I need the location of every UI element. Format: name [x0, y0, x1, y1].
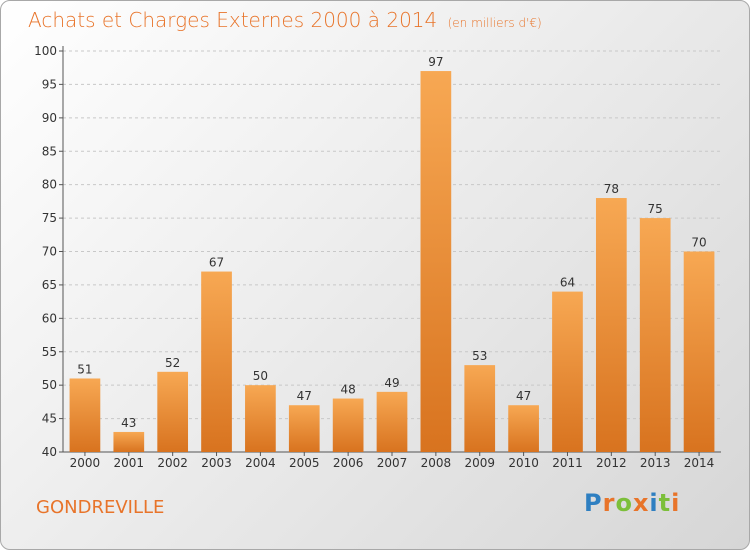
logo-letter: o	[615, 489, 633, 517]
chart-title-text: Achats et Charges Externes 2000 à 2014	[28, 8, 438, 32]
x-tick-label: 2014	[684, 456, 715, 470]
x-tick-label: 2009	[464, 456, 495, 470]
x-tick-label: 2006	[333, 456, 364, 470]
logo-letter: r	[602, 489, 616, 517]
data-label: 51	[77, 362, 92, 376]
y-tick-label: 40	[42, 445, 57, 459]
data-label: 70	[691, 236, 706, 250]
logo-letter: i	[671, 489, 681, 517]
y-tick-label: 70	[42, 245, 57, 259]
y-tick-label: 85	[42, 144, 57, 158]
x-tick-label: 2012	[596, 456, 627, 470]
bar	[464, 365, 496, 452]
bar	[639, 218, 671, 452]
data-label: 49	[384, 376, 399, 390]
logo-letter: i	[649, 489, 659, 517]
y-tick-label: 50	[42, 378, 57, 392]
bar	[376, 391, 408, 452]
x-tick-label: 2011	[552, 456, 583, 470]
place-name: GONDREVILLE	[36, 497, 165, 518]
bar	[201, 271, 232, 452]
bar	[508, 405, 539, 452]
y-tick-label: 55	[42, 345, 57, 359]
data-label: 43	[121, 416, 136, 430]
data-label: 53	[472, 349, 487, 363]
y-tick-label: 45	[42, 412, 57, 426]
chart-title: Achats et Charges Externes 2000 à 2014 (…	[28, 8, 542, 32]
data-label: 52	[165, 356, 180, 370]
y-tick-label: 80	[42, 178, 57, 192]
y-tick-label: 60	[42, 311, 57, 325]
x-tick-label: 2002	[157, 456, 188, 470]
data-label: 67	[209, 256, 224, 270]
bar	[113, 431, 145, 452]
labels: 40 45 50 55 60 65 70 75 80 85 90 95 100 51 2000 43 2001 5…	[34, 44, 714, 470]
y-tick-label: 65	[42, 278, 57, 292]
bar	[69, 378, 101, 452]
logo-letter: t	[658, 489, 672, 517]
x-tick-label: 2005	[289, 456, 320, 470]
bar	[332, 398, 364, 452]
x-tick-label: 2004	[245, 456, 276, 470]
y-tick-label: 75	[42, 211, 57, 225]
x-tick-label: 2008	[421, 456, 452, 470]
x-tick-label: 2001	[114, 456, 145, 470]
bar	[552, 291, 583, 452]
x-tick-label: 2010	[508, 456, 539, 470]
y-tick-label: 100	[34, 44, 57, 58]
y-tick-label: 90	[42, 111, 57, 125]
bars	[69, 71, 715, 453]
data-label: 97	[428, 55, 443, 69]
logo-letter: x	[632, 489, 650, 517]
bar	[245, 385, 276, 452]
data-label: 48	[340, 383, 355, 397]
proxiti-logo: Proxiti	[584, 489, 680, 517]
x-tick-label: 2003	[201, 456, 232, 470]
x-tick-label: 2000	[70, 456, 101, 470]
data-label: 78	[604, 182, 619, 196]
data-label: 75	[648, 202, 663, 216]
bar	[157, 371, 189, 452]
bar	[288, 405, 320, 452]
data-label: 50	[253, 369, 268, 383]
logo-letter: P	[584, 489, 603, 517]
bar	[595, 198, 627, 452]
bar	[683, 251, 715, 452]
chart-unit: (en milliers d'€)	[447, 16, 542, 30]
data-label: 47	[516, 389, 531, 403]
x-tick-label: 2007	[377, 456, 408, 470]
y-tick-label: 95	[42, 77, 57, 91]
bar	[420, 71, 452, 453]
data-label: 47	[297, 389, 312, 403]
x-tick-label: 2013	[640, 456, 671, 470]
data-label: 64	[560, 276, 575, 290]
